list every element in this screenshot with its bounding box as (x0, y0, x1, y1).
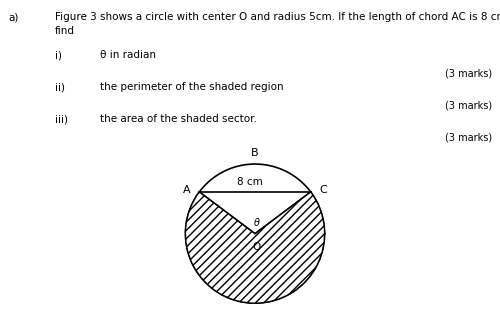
Text: (3 marks): (3 marks) (445, 132, 492, 142)
Text: O: O (252, 242, 260, 252)
Wedge shape (186, 192, 324, 303)
Text: θ: θ (254, 218, 260, 228)
Text: Figure 3 shows a circle with center O and radius 5cm. If the length of chord AC : Figure 3 shows a circle with center O an… (55, 12, 500, 22)
Text: 8 cm: 8 cm (236, 177, 262, 187)
Text: the area of the shaded sector.: the area of the shaded sector. (100, 114, 257, 124)
Text: find: find (55, 26, 75, 36)
Text: B: B (251, 148, 259, 158)
Text: C: C (319, 186, 326, 196)
Text: ii): ii) (55, 82, 65, 92)
Text: a): a) (8, 12, 18, 22)
Text: (3 marks): (3 marks) (445, 100, 492, 110)
Text: i): i) (55, 50, 62, 60)
Text: θ in radian: θ in radian (100, 50, 156, 60)
Text: A: A (184, 186, 191, 196)
Text: (3 marks): (3 marks) (445, 68, 492, 78)
Text: the perimeter of the shaded region: the perimeter of the shaded region (100, 82, 284, 92)
Text: iii): iii) (55, 114, 68, 124)
